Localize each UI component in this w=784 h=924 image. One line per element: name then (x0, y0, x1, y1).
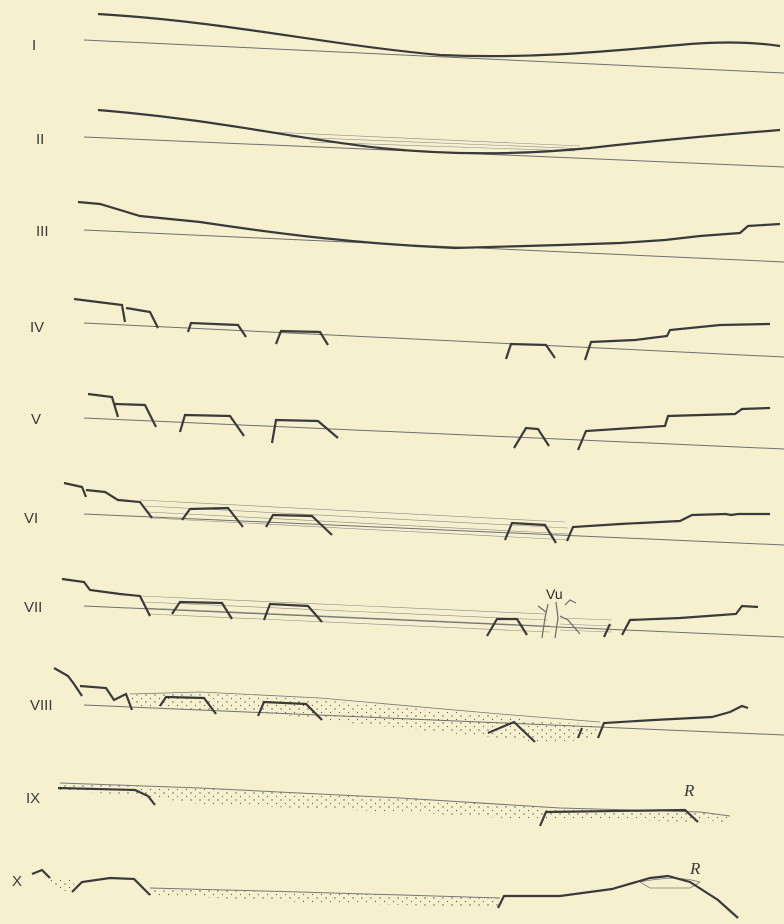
sediment-top (59, 782, 731, 817)
profile-V: V (31, 392, 784, 451)
profile-label: IV (30, 319, 44, 336)
profile-VII: VII Vu (24, 577, 784, 639)
reference-line (83, 605, 784, 638)
profile-label: VIII (30, 697, 53, 714)
layered-fill-hatching (139, 595, 613, 633)
profile-II: II (36, 108, 784, 168)
profile-label: VII (24, 599, 42, 616)
layered-fill-hatching (139, 499, 571, 541)
reference-line (83, 39, 784, 74)
sediment-fill-stipple (48, 878, 74, 892)
fault-blocks (53, 667, 749, 743)
reference-line (83, 704, 784, 736)
fault-blocks (63, 481, 770, 544)
fault-blocks (61, 577, 759, 638)
profile-label: V (31, 411, 41, 428)
profile-IV: IV (30, 297, 784, 361)
sediment-top (129, 691, 601, 723)
profile-IX: IX R (26, 781, 731, 827)
profile-label: X (12, 873, 22, 890)
fault-blocks (57, 786, 699, 827)
sediment-fill-stipple (150, 888, 500, 908)
annotation-R: R (683, 781, 695, 800)
volcano-label: Vu (546, 586, 563, 602)
profile-III: III (36, 200, 784, 263)
volcanic-vent (537, 599, 581, 639)
profile-label: II (36, 131, 44, 148)
profile-label: IX (26, 790, 40, 807)
fault-blocks (31, 868, 739, 919)
profile-X: X R (12, 859, 739, 919)
reference-line (83, 417, 784, 450)
profile-label: VI (24, 510, 38, 527)
profile-VIII: VIII (30, 667, 784, 743)
surface-profile (97, 12, 781, 58)
profile-I: I (32, 12, 784, 74)
sediment-fill-stipple (60, 783, 730, 822)
reference-line (83, 322, 784, 358)
profile-VI: VI (24, 481, 784, 546)
layered-fill-hatching (269, 131, 591, 152)
profile-label: I (32, 37, 36, 54)
fault-blocks (87, 392, 771, 451)
profile-label: III (36, 223, 49, 240)
surface-profile (77, 200, 781, 250)
surface-profile (97, 108, 781, 155)
annotation-R: R (689, 859, 701, 878)
reference-line (83, 513, 784, 546)
fault-blocks (73, 297, 771, 361)
sediment-top (149, 887, 501, 899)
